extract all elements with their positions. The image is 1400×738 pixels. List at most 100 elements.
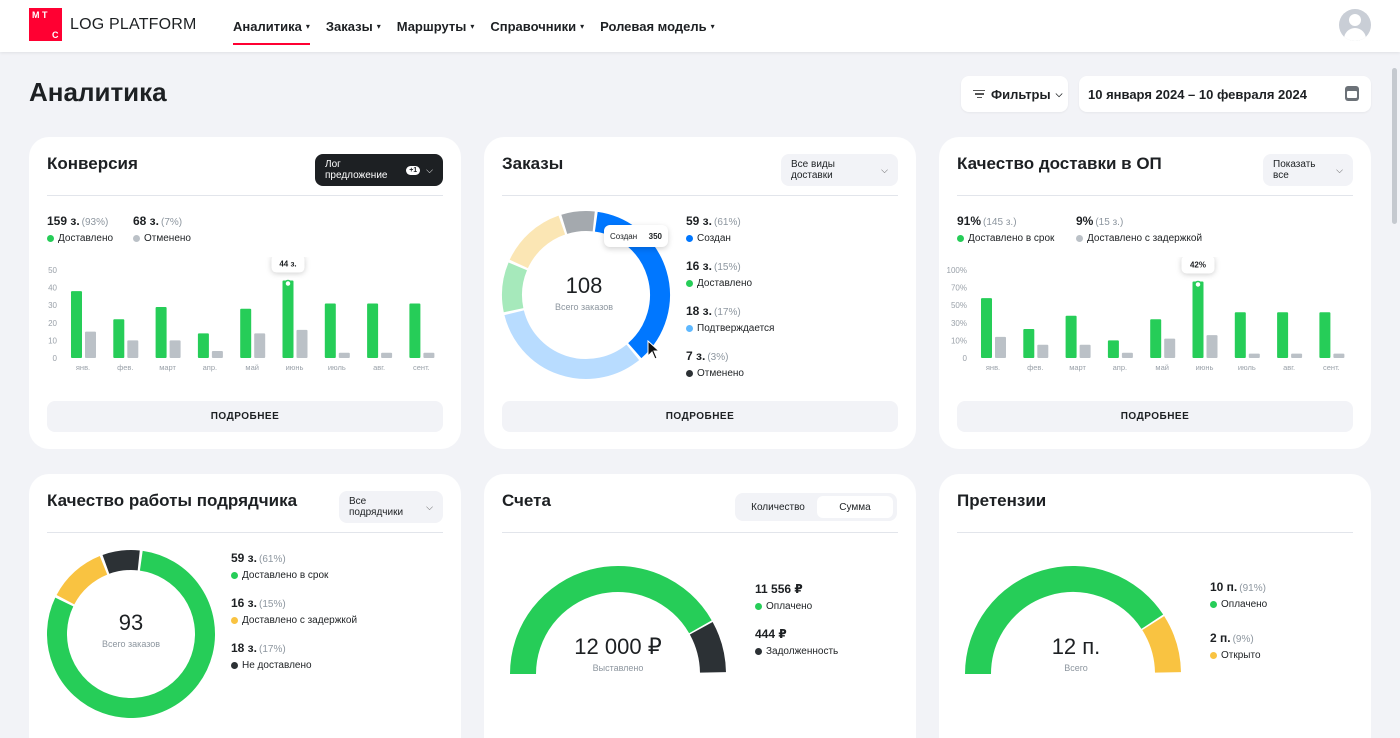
logo-letter: Т (42, 10, 48, 20)
segment-paid (510, 566, 712, 675)
bar-4-series-1 (1107, 340, 1119, 358)
scrollbar-thumb[interactable] (1392, 68, 1397, 224)
y-tick-label: 30 (48, 301, 57, 310)
stat-created: 59 з. (61%) Создан (686, 214, 741, 244)
stat-cancelled: 68 з. (7%) Отменено (133, 214, 191, 244)
bar-1-series-1 (71, 291, 82, 358)
more-button[interactable]: ПОДРОБНЕЕ (47, 401, 443, 432)
nav-item-routes[interactable]: Маршруты ▾ (397, 0, 475, 52)
stat-delayed: 16 з. (15%) Доставлено с задержкой (231, 596, 357, 626)
bar-2-series-1 (1023, 328, 1035, 358)
legend-label: Создан (697, 233, 731, 244)
stat-value: 11 556 ₽ (755, 582, 803, 596)
contractors-dropdown[interactable]: Все подрядчики ⌵ (339, 491, 443, 523)
orders-card: Заказы Все виды доставки ⌵ 108 Всего зак… (484, 137, 916, 449)
legend-label: Доставлено в срок (968, 233, 1055, 244)
x-tick-label: фев. (1027, 363, 1043, 372)
highlight-point (284, 279, 292, 288)
user-icon (1349, 14, 1361, 26)
bar-8-series-1 (367, 303, 379, 358)
x-tick-label: апр. (203, 363, 218, 372)
legend-label: Открыто (1221, 650, 1261, 661)
tab-quantity[interactable]: Количество (751, 501, 805, 513)
divider (47, 195, 443, 196)
x-tick-label: янв. (76, 363, 90, 372)
stat-percent: (93%) (81, 217, 109, 228)
dropdown-label: Все подрядчики (349, 496, 404, 518)
bar-3-series-1 (1065, 315, 1077, 358)
gauge-total: 12 000 ₽ (574, 634, 662, 659)
divider (957, 195, 1353, 196)
tab-sum[interactable]: Сумма (817, 496, 893, 518)
x-tick-label: июнь (1196, 363, 1214, 372)
nav-item-analytics[interactable]: Аналитика ▾ (233, 0, 310, 52)
stat-percent: (17%) (713, 307, 741, 318)
stat-value: 7 з. (686, 349, 706, 363)
legend-dot (231, 662, 238, 669)
legend-dot (133, 235, 140, 242)
offer-dropdown[interactable]: Лог предложение +1 ⌵ (315, 154, 443, 186)
bar-1-series-1 (981, 298, 992, 358)
gauge-total-label: Выставлено (592, 663, 644, 673)
x-tick-label: апр. (1113, 363, 1128, 372)
legend-dot (686, 370, 693, 377)
y-tick-label: 70% (951, 284, 967, 293)
stat-value: 159 з. (47, 214, 80, 228)
calendar-icon[interactable] (1345, 86, 1359, 101)
chevron-down-icon: ⌵ (1336, 164, 1343, 175)
stat-value: 16 з. (686, 259, 712, 273)
x-tick-label: фев. (117, 363, 133, 372)
bar-7-series-1 (1234, 312, 1246, 358)
nav-label: Заказы (325, 18, 373, 34)
y-tick-label: 30% (951, 319, 967, 328)
more-button[interactable]: ПОДРОБНЕЕ (957, 401, 1353, 432)
stat-value: 91% (957, 214, 982, 228)
nav-item-directories[interactable]: Справочники ▾ (490, 0, 584, 52)
bar-2-series-2 (127, 340, 139, 358)
donut-total-label: Всего заказов (554, 302, 614, 312)
legend-label: Задолженность (766, 646, 839, 657)
legend-dot (231, 572, 238, 579)
date-range-value: 10 января 2024 – 10 февраля 2024 (1088, 86, 1307, 102)
nav-item-orders[interactable]: Заказы ▾ (326, 0, 381, 52)
legend-dot (1076, 235, 1083, 242)
segment-confirming-light (504, 309, 640, 379)
invoices-gauge-chart (510, 566, 726, 675)
bar-9-series-1 (409, 303, 421, 358)
bar-9-series-1 (1319, 312, 1331, 358)
avatar[interactable] (1339, 9, 1371, 41)
x-tick-label: янв. (986, 363, 1000, 372)
legend-dot (231, 617, 238, 624)
bar-8-series-1 (1277, 312, 1289, 358)
x-tick-label: март (159, 363, 176, 372)
bar-3-series-2 (1079, 344, 1091, 358)
logo-letter: М (32, 10, 40, 20)
stat-value: 10 п. (1210, 580, 1238, 594)
stat-value: 444 ₽ (755, 627, 787, 641)
show-all-dropdown[interactable]: Показать все ⌵ (1263, 154, 1353, 186)
delivery-type-dropdown[interactable]: Все виды доставки ⌵ (781, 154, 898, 186)
legend-dot (957, 235, 964, 242)
date-range-picker[interactable]: 10 января 2024 – 10 февраля 2024 (1079, 76, 1371, 112)
y-tick-label: 100% (947, 266, 967, 275)
x-tick-label: сент. (1323, 363, 1340, 372)
segment-open (1141, 616, 1181, 674)
more-button[interactable]: ПОДРОБНЕЕ (502, 401, 898, 432)
segment-not-delivered (102, 550, 140, 574)
scrollbar[interactable] (1390, 52, 1400, 738)
tooltip-value: 44 з. (279, 260, 296, 269)
nav-item-role-model[interactable]: Ролевая модель ▾ (600, 0, 715, 52)
filters-button[interactable]: Фильтры ⌵ (961, 76, 1068, 112)
legend-dot (686, 235, 693, 242)
app-name: LOG PLATFORM (70, 16, 197, 33)
legend-label: Доставлено в срок (242, 570, 329, 581)
stat-open: 2 п. (9%) Открыто (1210, 631, 1261, 661)
mts-logo[interactable]: М Т С (29, 8, 62, 41)
card-title: Качество доставки в ОП (957, 154, 1162, 173)
page-title: Аналитика (29, 77, 167, 107)
gauge-total: 12 п. (1051, 634, 1101, 659)
stat-percent: (61%) (258, 554, 286, 565)
chevron-down-icon: ⌵ (1055, 88, 1063, 99)
bar-8-series-2 (381, 352, 393, 358)
bar-5-series-1 (1150, 319, 1162, 358)
